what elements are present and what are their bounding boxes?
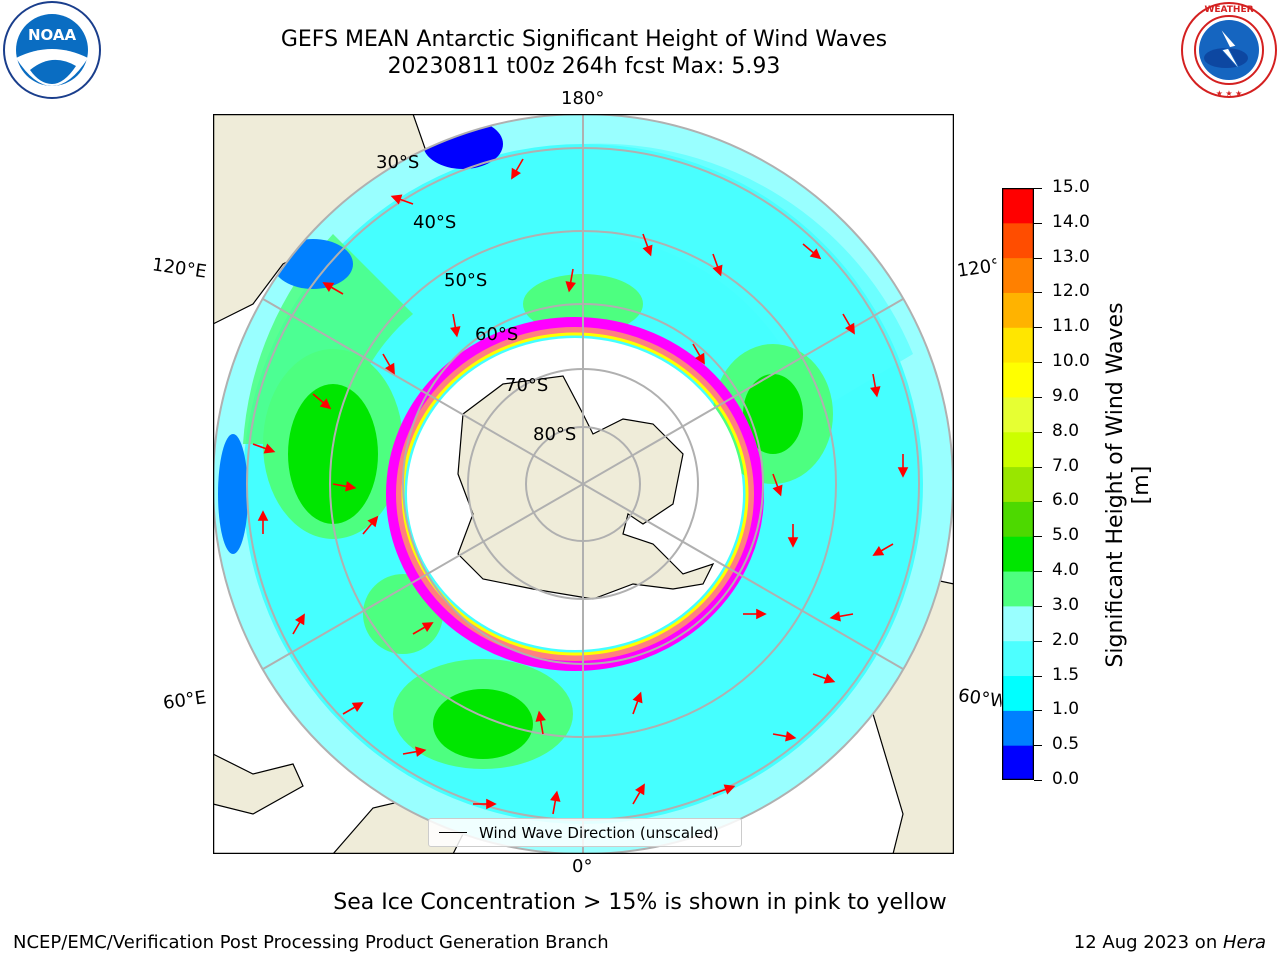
lon-label-120w: 120°W xyxy=(955,255,999,282)
colorbar-tick-mark xyxy=(1034,675,1042,677)
colorbar-tick-label: 4.0 xyxy=(1052,560,1080,581)
colorbar-tick-mark xyxy=(1034,536,1042,538)
svg-text:★ ★ ★: ★ ★ ★ xyxy=(1216,89,1243,98)
map-subtitle: 20230811 t00z 264h fcst Max: 5.93 xyxy=(387,54,781,79)
colorbar-tick-label: 7.0 xyxy=(1052,455,1080,476)
colorbar-tick-label: 1.5 xyxy=(1052,664,1080,685)
lat-label-70s: 70°S xyxy=(505,375,549,396)
colorbar-band xyxy=(1002,327,1034,363)
colorbar-band xyxy=(1002,188,1034,224)
colorbar-tick-mark xyxy=(1034,396,1042,398)
wind-wave-arrows xyxy=(252,158,909,815)
colorbar-tick-mark xyxy=(1034,188,1042,189)
colorbar-band xyxy=(1002,396,1034,433)
colorbar-tick-mark xyxy=(1034,501,1042,503)
colorbar-tick-mark xyxy=(1034,710,1042,712)
lat-label-60s: 60°S xyxy=(475,324,519,345)
colorbar-tick-label: 9.0 xyxy=(1052,385,1080,406)
colorbar-band xyxy=(1002,431,1034,468)
colorbar xyxy=(1001,187,1035,781)
colorbar-tick-mark xyxy=(1034,745,1042,747)
colorbar-band xyxy=(1002,605,1034,642)
colorbar-band xyxy=(1002,501,1034,537)
antarctic-map xyxy=(213,114,954,854)
colorbar-tick-label: 11.0 xyxy=(1052,316,1090,337)
lat-label-50s: 50°S xyxy=(444,270,488,291)
colorbar-tick-label: 2.0 xyxy=(1052,629,1080,650)
colorbar-tick-mark xyxy=(1034,292,1042,294)
footer-host: Hera xyxy=(1222,932,1266,953)
sea-ice-note: Sea Ice Concentration > 15% is shown in … xyxy=(333,890,947,915)
colorbar-tick-label: 5.0 xyxy=(1052,525,1080,546)
colorbar-tick-label: 0.5 xyxy=(1052,734,1080,755)
footer-date: 12 Aug 2023 on Hera xyxy=(1074,932,1266,953)
colorbar-band xyxy=(1002,640,1034,677)
colorbar-band xyxy=(1002,362,1034,398)
colorbar-tick-label: 0.0 xyxy=(1052,769,1080,789)
colorbar-tick-mark xyxy=(1034,466,1042,468)
colorbar-band xyxy=(1002,710,1034,746)
colorbar-band xyxy=(1002,571,1034,607)
colorbar-tick-mark xyxy=(1034,640,1042,642)
colorbar-tick-mark xyxy=(1034,605,1042,607)
legend-line-swatch xyxy=(439,832,467,833)
colorbar-band xyxy=(1002,745,1034,781)
africa-land xyxy=(213,753,304,815)
lat-label-30s: 30°S xyxy=(376,152,420,173)
colorbar-tick-label: 15.0 xyxy=(1052,177,1090,197)
colorbar-tick-mark xyxy=(1034,780,1042,781)
antarctica-land xyxy=(457,375,715,600)
colorbar-tick-mark xyxy=(1034,362,1042,364)
footer-organization: NCEP/EMC/Verification Post Processing Pr… xyxy=(13,932,609,953)
colorbar-tick-label: 6.0 xyxy=(1052,490,1080,511)
svg-text:WEATHER: WEATHER xyxy=(1204,5,1253,15)
lat-label-40s: 40°S xyxy=(413,212,457,233)
svg-text:NOAA: NOAA xyxy=(28,26,77,44)
colorbar-tick-mark xyxy=(1034,571,1042,573)
colorbar-tick-mark xyxy=(1034,327,1042,329)
colorbar-band xyxy=(1002,466,1034,502)
colorbar-band xyxy=(1002,222,1034,259)
national-weather-service-logo: WEATHER ★ ★ ★ xyxy=(1181,2,1277,98)
colorbar-tick-label: 8.0 xyxy=(1052,420,1080,441)
colorbar-tick-label: 13.0 xyxy=(1052,246,1090,267)
noaa-logo: NOAA xyxy=(3,1,101,99)
colorbar-band xyxy=(1002,292,1034,328)
colorbar-tick-label: 10.0 xyxy=(1052,351,1090,372)
map-legend: Wind Wave Direction (unscaled) xyxy=(428,818,742,847)
colorbar-band xyxy=(1002,536,1034,572)
map-title: GEFS MEAN Antarctic Significant Height o… xyxy=(280,27,888,52)
colorbar-tick-label: 1.0 xyxy=(1052,699,1080,720)
footer-date-text: 12 Aug 2023 on xyxy=(1073,932,1223,953)
lon-label-60w: 60°W xyxy=(956,685,1004,712)
lon-label-180: 180° xyxy=(561,88,605,109)
lon-label-120e: 120°E xyxy=(150,254,208,283)
lat-label-80s: 80°S xyxy=(533,424,577,445)
colorbar-tick-mark xyxy=(1034,257,1042,259)
legend-label: Wind Wave Direction (unscaled) xyxy=(479,823,719,842)
lon-label-60e: 60°E xyxy=(161,687,208,714)
colorbar-band xyxy=(1002,257,1034,293)
lon-label-0: 0° xyxy=(572,856,593,877)
colorbar-tick-label: 14.0 xyxy=(1052,211,1090,232)
colorbar-tick-label: 3.0 xyxy=(1052,594,1080,615)
colorbar-tick-mark xyxy=(1034,431,1042,433)
colorbar-label: Significant Height of Wind Waves [m] xyxy=(1103,302,1154,668)
colorbar-tick-mark xyxy=(1034,222,1042,224)
colorbar-band xyxy=(1002,675,1034,711)
colorbar-tick-label: 12.0 xyxy=(1052,281,1090,302)
